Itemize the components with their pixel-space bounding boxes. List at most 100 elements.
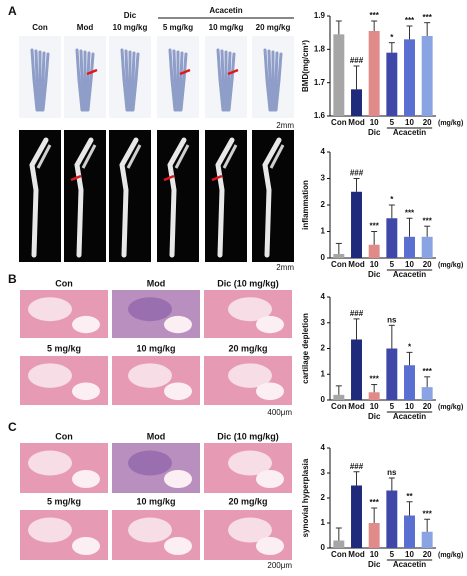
bar [333, 540, 345, 548]
tissue [28, 297, 72, 322]
y-tick-label: 1 [321, 227, 326, 236]
x-tick-label: Mod [348, 550, 365, 559]
bar [351, 339, 362, 400]
tissue [228, 363, 272, 388]
bone [34, 49, 40, 112]
bar [333, 394, 345, 400]
significance: * [408, 342, 412, 351]
arrow [86, 68, 98, 76]
y-axis-label: inflammation [301, 180, 310, 230]
bar [351, 191, 362, 258]
bone [40, 51, 46, 112]
unit-label: (mg/kg) [438, 404, 463, 411]
y-tick-label: 4 [321, 147, 326, 156]
bar [404, 365, 415, 400]
tissue [164, 470, 192, 488]
tissue [72, 537, 100, 555]
panel-b: B Con Mod Dic (10 mg/kg) 5 mg/kg 10 mg/k… [8, 272, 292, 417]
bar [404, 39, 415, 117]
bar [386, 218, 398, 258]
bone [86, 52, 95, 112]
significance: *** [405, 16, 415, 25]
arrow [227, 68, 239, 76]
bar [421, 36, 433, 116]
group-label: Dic (10 mg/kg) [217, 431, 279, 441]
bone [36, 144, 52, 169]
x-tick-label: 20 [423, 402, 432, 411]
bar [386, 52, 398, 116]
panel-letter: A [8, 4, 17, 18]
panel-letter: B [8, 272, 17, 286]
tissue [72, 315, 100, 334]
bone [227, 52, 236, 112]
scale-label: 2mm [276, 263, 294, 272]
group-label: 10 mg/kg [209, 23, 244, 32]
y-tick-label: 3 [321, 468, 326, 477]
x-tick-label: Mod [348, 260, 365, 269]
group-label: Dic [368, 560, 381, 569]
xray-images [19, 36, 294, 262]
tissue [72, 382, 100, 401]
significance: *** [369, 498, 379, 507]
x-tick-label: 20 [423, 118, 432, 127]
unit-label: (mg/kg) [438, 552, 463, 559]
y-tick-label: 1.7 [314, 78, 326, 87]
bone [81, 144, 97, 169]
bone [178, 51, 184, 112]
significance: *** [422, 216, 432, 225]
group-label: 10 mg/kg [136, 343, 175, 353]
significance: *** [422, 13, 432, 22]
bone [222, 144, 238, 169]
x-tick-label: 10 [370, 402, 379, 411]
x-tick-label: 5 [390, 118, 395, 127]
y-tick-label: 1 [321, 518, 326, 527]
tissue [256, 315, 284, 334]
tissue [256, 382, 284, 401]
group-label: 10 mg/kg [136, 496, 175, 506]
group-label: Acacetin [393, 560, 426, 569]
y-tick-label: 3 [321, 318, 326, 327]
panel-a: A Con Mod Dic 10 mg/kg Acacetin 5 mg/kg … [8, 4, 294, 272]
y-axis-label: BMD(mg/cm³) [301, 40, 310, 92]
x-tick-label: Con [331, 260, 347, 269]
tissue [28, 450, 72, 476]
group-label: Acacetin [393, 270, 426, 279]
y-axis-label: cartilage depletion [301, 313, 310, 384]
x-tick-label: 5 [390, 260, 395, 269]
group-label: Con [32, 23, 48, 32]
tissue [28, 517, 72, 543]
bar [421, 387, 433, 400]
bar [333, 254, 345, 258]
x-tick-label: 5 [390, 402, 395, 411]
bone [216, 48, 225, 112]
y-tick-label: 4 [321, 292, 326, 301]
group-label: Con [55, 431, 73, 441]
bone [267, 49, 273, 112]
bar [368, 523, 380, 548]
y-tick-label: 2 [321, 493, 326, 502]
bone [274, 52, 283, 112]
panel-c: C Con Mod Dic (10 mg/kg) 5 mg/kg 10 mg/k… [8, 420, 292, 570]
x-tick-label: Mod [348, 402, 365, 411]
group-label: Dic [368, 270, 381, 279]
bar [368, 392, 380, 400]
tissue [228, 517, 272, 543]
y-tick-label: 1.9 [314, 11, 326, 20]
group-label: 20 mg/kg [256, 23, 291, 32]
tissue [164, 315, 192, 334]
tissue [128, 517, 172, 543]
bone [130, 51, 136, 112]
bone [124, 49, 130, 112]
scale-label: 2mm [276, 121, 294, 130]
bone [119, 137, 139, 258]
group-label: 5 mg/kg [47, 496, 81, 506]
bone [269, 144, 285, 169]
y-tick-label: 3 [321, 174, 326, 183]
bone [273, 51, 279, 112]
bone [29, 137, 49, 258]
x-tick-label: Con [331, 402, 347, 411]
bone [262, 137, 282, 258]
significance: ### [350, 462, 364, 471]
bar [404, 515, 415, 548]
bar [386, 348, 398, 400]
